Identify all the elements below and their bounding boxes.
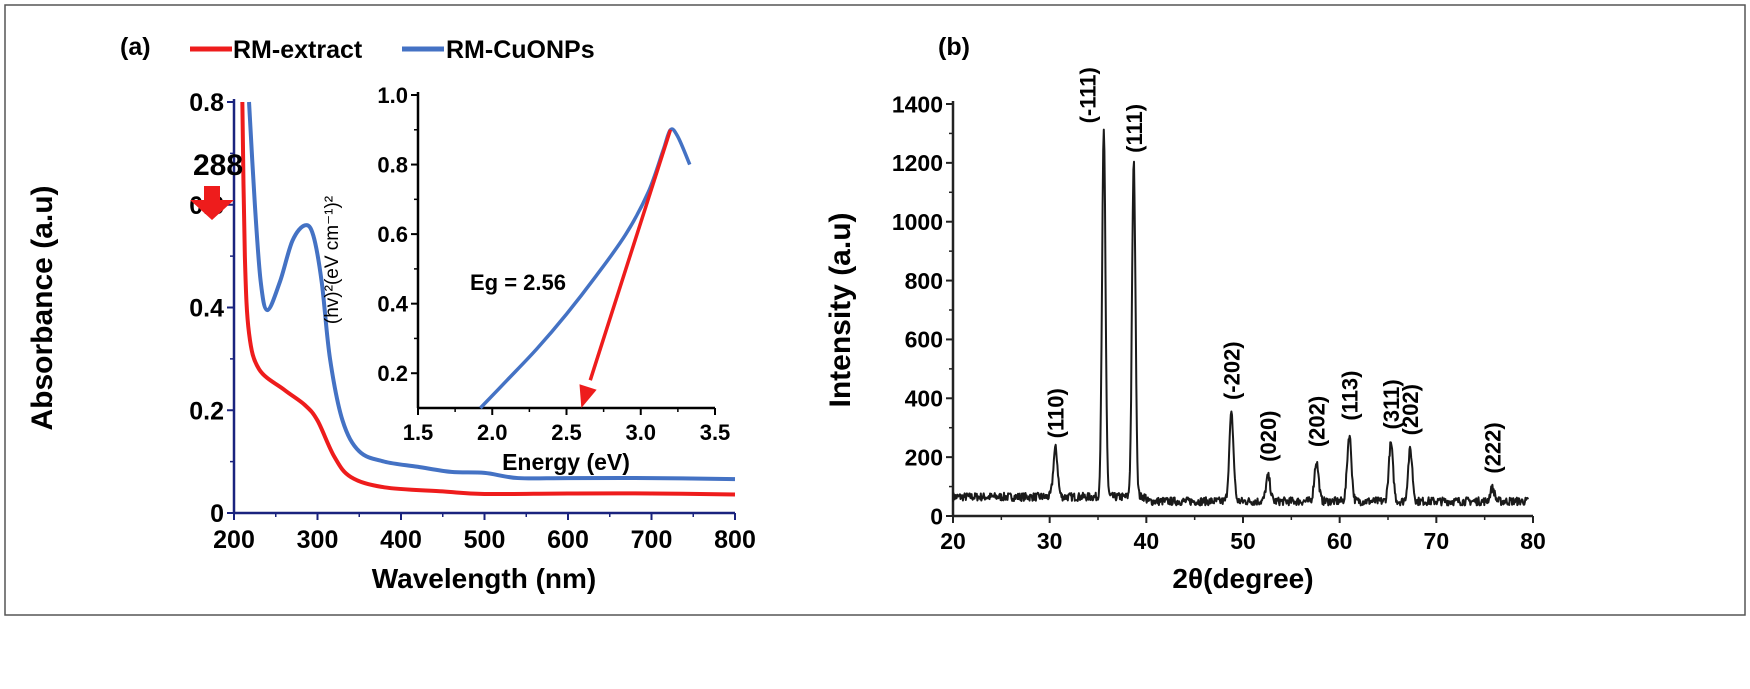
y-tick-label: 0.4 xyxy=(189,295,224,323)
x-tick-label: 300 xyxy=(297,526,339,554)
xrd-pattern-line xyxy=(952,128,1529,507)
panel-b: 20 30 40 50 60 70 800200400600800100012001400(… xyxy=(824,33,1546,594)
x-axis-title: Wavelength (nm) xyxy=(372,563,597,594)
tangent-line xyxy=(588,129,673,381)
legend-label-rm-cuonps: RM-CuONPs xyxy=(446,36,595,64)
x-tick-label: 700 xyxy=(631,526,673,554)
x-tick-label: 40 xyxy=(1134,528,1160,554)
y-tick-label: 0.6 xyxy=(377,222,408,247)
peak-label: (202) xyxy=(1398,384,1423,435)
y-tick-label: 1000 xyxy=(892,209,943,235)
peak-label: (202) xyxy=(1304,396,1329,447)
x-tick-label: 400 xyxy=(380,526,422,554)
x-tick-label: 1.5 xyxy=(403,420,434,445)
x-tick-label: 2.0 xyxy=(477,420,508,445)
inset-plot: 1.5 2.0 2.5 3.0 3.5 0.2 0.4 0.6 0.8 1.0 Energy (eV… xyxy=(322,83,730,475)
panel-a: 200 300 400 500 600 700 800 0 0.2 0.4 0.6 0.8 (a) Wav… xyxy=(26,33,756,594)
panel-label: (b) xyxy=(938,33,970,61)
x-axis-title: 2θ(degree) xyxy=(1172,563,1313,594)
panel-label: (a) xyxy=(120,33,151,61)
peak-label: (113) xyxy=(1337,371,1362,421)
y-tick-label: 1.0 xyxy=(377,83,408,108)
y-tick-label: 600 xyxy=(905,327,943,353)
x-tick-label: 600 xyxy=(547,526,589,554)
x-tick-label: 200 xyxy=(213,526,255,554)
y-tick-label: 0 xyxy=(930,503,943,529)
bandgap-annotation: Eg = 2.56 xyxy=(470,270,566,295)
inset-series-line xyxy=(479,127,692,410)
y-tick-label: 800 xyxy=(905,268,943,294)
series-line-rm-cuonps xyxy=(247,101,736,482)
tangent-arrow-icon xyxy=(579,384,597,408)
peak-annotation: 288 xyxy=(193,149,243,182)
y-tick-label: 0.8 xyxy=(189,89,224,117)
x-tick-label: 3.5 xyxy=(700,420,731,445)
x-tick-label: 20 xyxy=(940,528,966,554)
x-tick-label: 500 xyxy=(464,526,506,554)
inset-y-axis-title: (hv)²(eV cm⁻¹)² xyxy=(322,196,343,324)
peak-label: (311) xyxy=(1379,379,1404,429)
peak-label: (110) xyxy=(1043,388,1068,438)
peak-arrow-icon xyxy=(190,186,234,220)
y-tick-label: 0 xyxy=(210,500,224,528)
peak-label: (222) xyxy=(1480,422,1505,473)
x-tick-label: 3.0 xyxy=(625,420,656,445)
y-tick-label: 400 xyxy=(905,386,943,412)
x-tick-label: 60 xyxy=(1327,528,1353,554)
x-tick-label: 70 xyxy=(1424,528,1450,554)
y-tick-label: 0.2 xyxy=(189,397,224,425)
peak-label: (-111) xyxy=(1075,67,1100,123)
y-axis-title: Absorbance (a.u) xyxy=(26,185,59,430)
x-tick-label: 80 xyxy=(1520,528,1546,554)
y-tick-label: 0.8 xyxy=(377,152,408,177)
inset-x-axis-title: Energy (eV) xyxy=(502,449,630,475)
y-tick-label: 1400 xyxy=(892,91,943,117)
y-tick-label: 1200 xyxy=(892,150,943,176)
peak-label: (-202) xyxy=(1219,341,1244,400)
figure-frame xyxy=(4,4,1746,616)
y-axis-title: Intensity (a.u) xyxy=(824,212,857,407)
x-tick-label: 50 xyxy=(1230,528,1256,554)
legend-label-rm-extract: RM-extract xyxy=(233,36,363,64)
series-line-rm-extract xyxy=(240,101,736,497)
peak-label: (020) xyxy=(1256,410,1281,461)
y-tick-label: 200 xyxy=(905,444,943,470)
x-tick-label: 2.5 xyxy=(551,420,582,445)
y-tick-label: 0.4 xyxy=(377,292,408,317)
y-tick-label: 0.2 xyxy=(377,361,408,386)
x-tick-label: 30 xyxy=(1037,528,1063,554)
peak-label: (111) xyxy=(1122,104,1147,153)
x-tick-label: 800 xyxy=(714,526,756,554)
